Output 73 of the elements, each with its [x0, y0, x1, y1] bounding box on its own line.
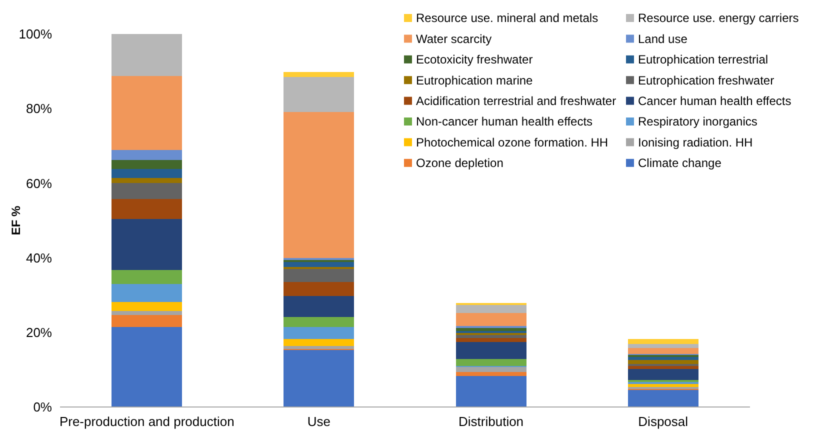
bar [456, 359, 526, 366]
legend-label: Photochemical ozone formation. HH [416, 135, 608, 150]
legend-label: Resource use. energy carriers [638, 11, 799, 26]
bar [284, 72, 354, 77]
bar [284, 350, 354, 407]
bar [628, 348, 698, 354]
y-tick-label: 100% [18, 26, 52, 42]
bar [112, 169, 182, 178]
y-tick-label: 20% [26, 324, 52, 340]
x-tick-label: Pre-production and production [59, 414, 234, 429]
bar [284, 269, 354, 282]
bar [628, 369, 698, 380]
bar [284, 262, 354, 267]
bar [112, 302, 182, 311]
legend-label: Land use [638, 32, 688, 46]
bar [284, 327, 354, 339]
bar [112, 315, 182, 327]
bar [628, 344, 698, 348]
y-tick-label: 60% [26, 176, 52, 191]
bar [628, 339, 698, 344]
bar [628, 357, 698, 360]
bar [284, 346, 354, 349]
legend-label: Ecotoxicity freshwater [416, 52, 533, 67]
bar [112, 34, 182, 76]
bar [456, 313, 526, 326]
bar [628, 390, 698, 407]
legend-label: Non-cancer human health effects [416, 114, 593, 129]
bar [456, 367, 526, 372]
bar [456, 305, 526, 313]
bar [456, 328, 526, 331]
bar [628, 384, 698, 387]
bar [628, 360, 698, 364]
bar [112, 160, 182, 169]
bar [112, 311, 182, 315]
bar [456, 376, 526, 407]
bar [284, 282, 354, 296]
y-tick-label: 0% [33, 400, 52, 415]
y-tick-label: 40% [26, 250, 52, 266]
legend-label: Acidification terrestrial and freshwater [416, 94, 616, 108]
legend-label: Water scarcity [416, 32, 492, 46]
bar [456, 335, 526, 338]
y-tick-label: 80% [26, 101, 52, 116]
bar [112, 219, 182, 270]
bar [112, 284, 182, 302]
legend-label: Resource use. mineral and metals [416, 11, 598, 26]
legend-label: Eutrophication freshwater [638, 73, 774, 88]
legend-label: Climate change [638, 156, 722, 170]
bar [284, 339, 354, 346]
bar [628, 366, 698, 369]
bar [456, 372, 526, 376]
bar [284, 317, 354, 327]
bar [112, 199, 182, 219]
bar [112, 327, 182, 407]
x-tick-label: Distribution [458, 414, 524, 429]
bar [112, 270, 182, 284]
y-axis-title: EF % [9, 206, 23, 236]
bar [284, 112, 354, 258]
bar [112, 150, 182, 160]
bar [112, 183, 182, 199]
legend-label: Eutrophication terrestrial [638, 52, 768, 67]
legend-label: Cancer human health effects [638, 94, 792, 108]
bar [284, 77, 354, 112]
bar [112, 76, 182, 150]
x-tick-label: Disposal [638, 414, 688, 429]
legend-label: Eutrophication marine [416, 73, 534, 88]
bar [284, 296, 354, 317]
legend-label: Respiratory inorganics [638, 114, 758, 129]
bar [112, 178, 182, 183]
bar [456, 338, 526, 342]
legend-label: Ozone depletion [416, 156, 504, 170]
x-tick-label: Use [307, 414, 331, 429]
legend-label: Ionising radiation. HH [638, 135, 753, 150]
bar [456, 342, 526, 359]
